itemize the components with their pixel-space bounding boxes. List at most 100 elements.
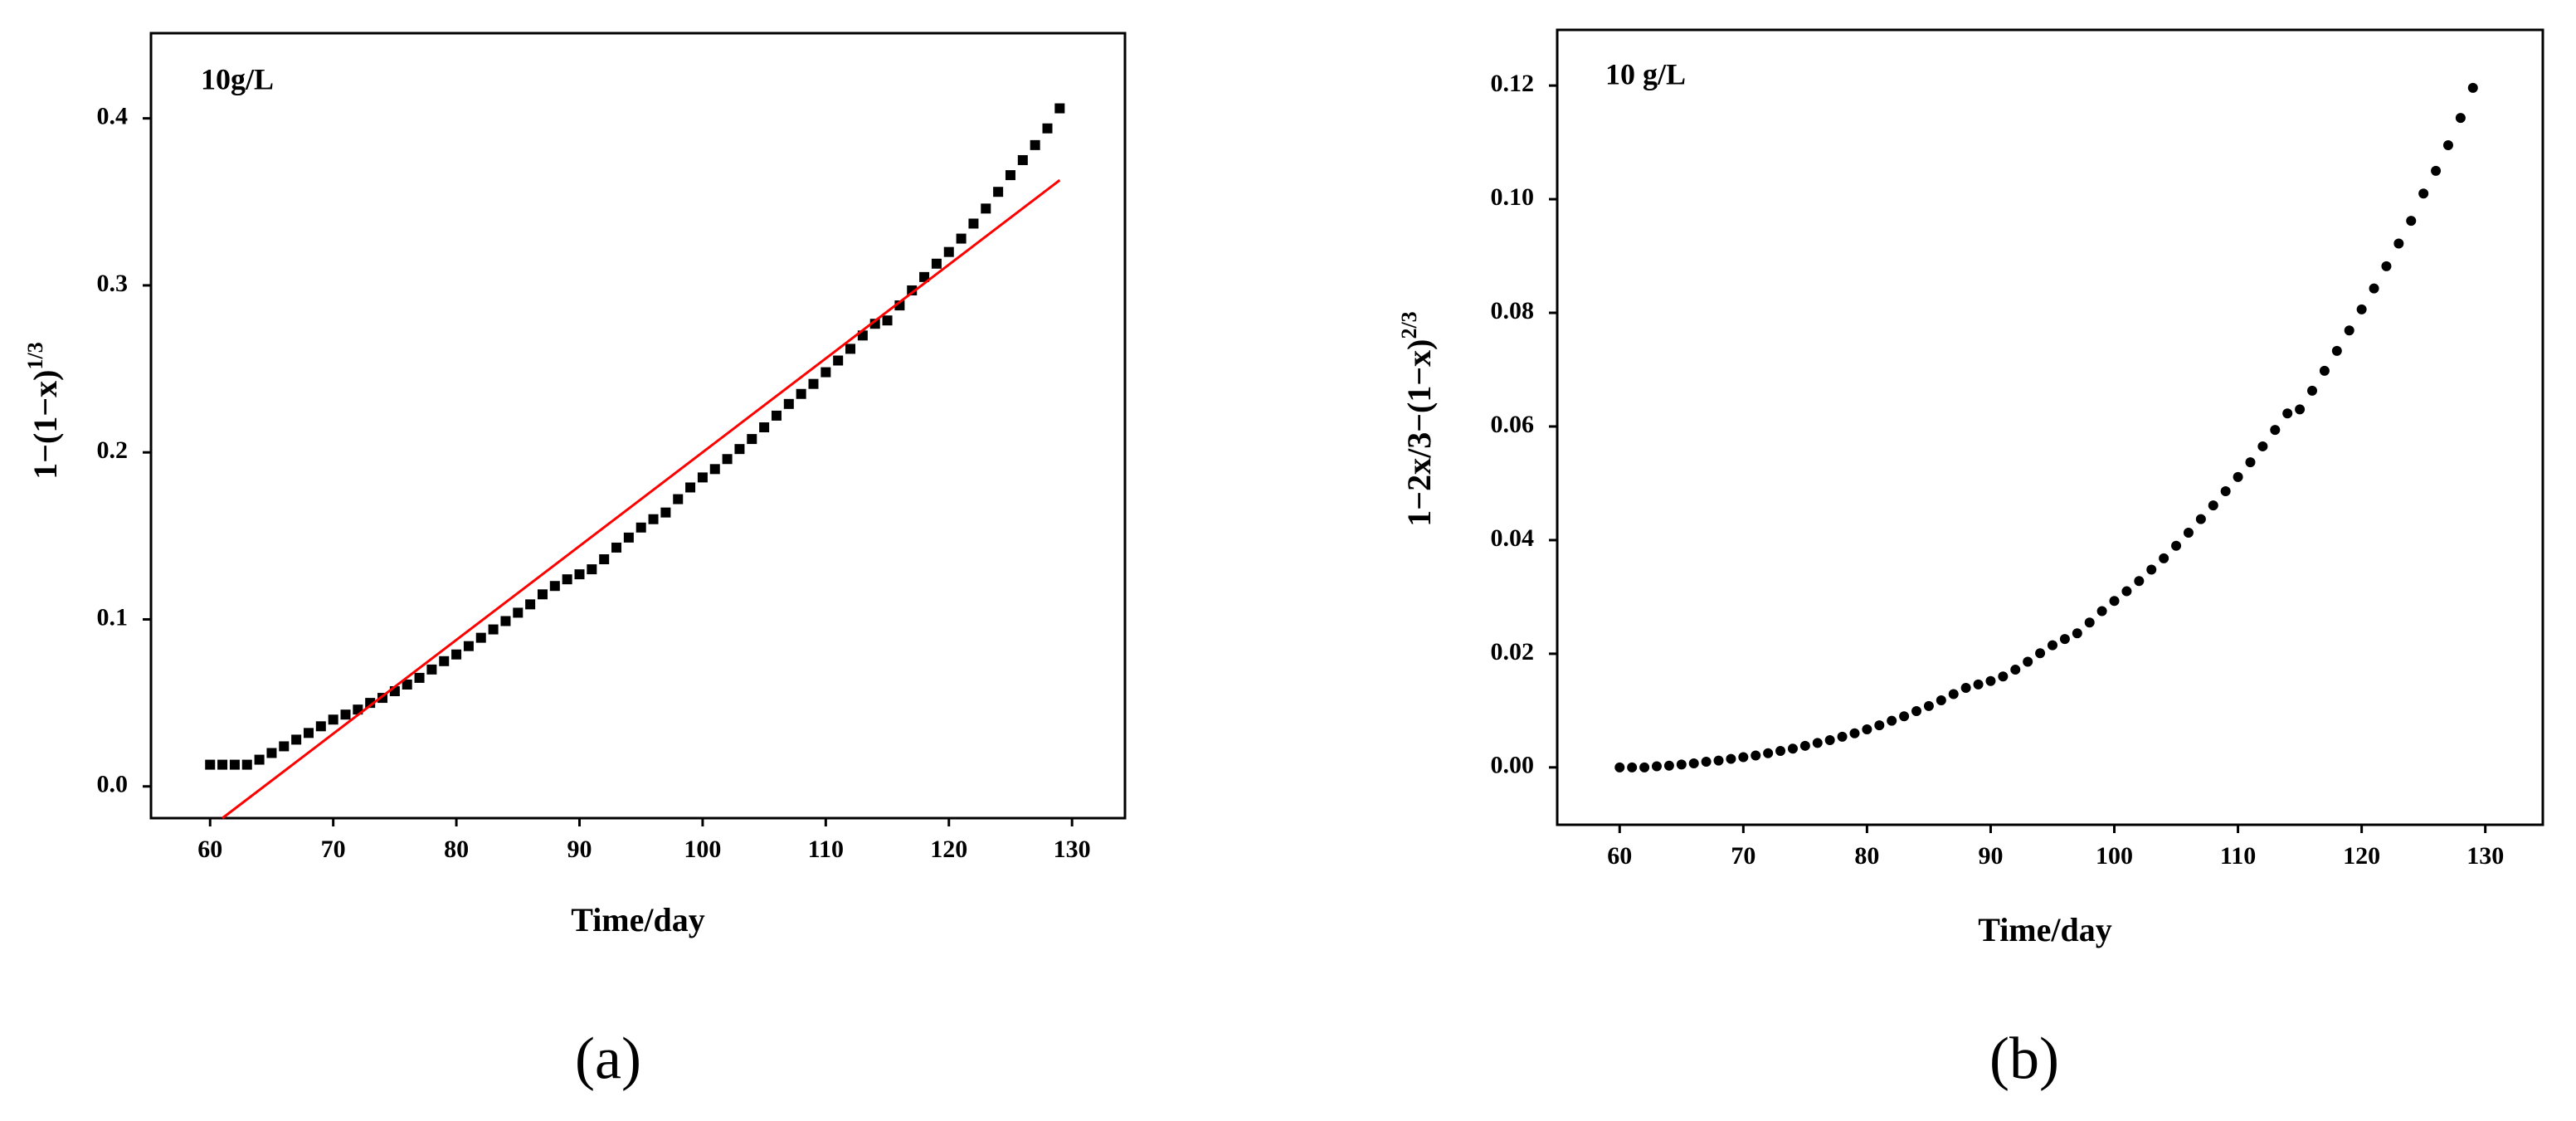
chart-panel: 60 70 80 90 100 110 120 130 0.0 0.1 0.2 0.3 0.4 Time/…	[23, 32, 1127, 1092]
point	[1775, 745, 1786, 756]
point	[475, 632, 486, 643]
y-axis-label: 1−(1−x)1/3	[23, 342, 64, 479]
point	[2257, 441, 2268, 451]
point	[525, 599, 536, 610]
y-tick-label: 0.12	[1491, 70, 1535, 97]
point	[931, 258, 942, 269]
point	[2344, 325, 2354, 336]
point	[328, 714, 338, 725]
point	[1663, 760, 1674, 771]
y-tick-label: 0.3	[97, 270, 129, 297]
x-tick-label: 120	[2343, 842, 2380, 870]
y-tick-label: 0.2	[97, 436, 129, 464]
annotation: 10 g/L	[1605, 57, 1686, 90]
point	[1799, 740, 1810, 751]
y-tick-label: 0.4	[97, 103, 129, 130]
point	[1998, 671, 2009, 682]
point	[574, 569, 585, 580]
point	[1923, 700, 1934, 711]
point	[2295, 404, 2306, 415]
point	[2183, 528, 2194, 539]
point	[266, 748, 277, 758]
point	[611, 542, 622, 553]
point	[1627, 762, 1638, 773]
point	[2134, 576, 2145, 587]
point	[1054, 103, 1065, 114]
point	[747, 434, 757, 445]
point	[722, 454, 733, 465]
y-axis-label-sup: 2/3	[1397, 311, 1421, 339]
x-tick-label: 90	[567, 836, 592, 863]
point	[1676, 759, 1687, 770]
point	[2109, 596, 2120, 607]
x-tick-label: 110	[808, 836, 844, 863]
y-axis-label-text: 1−2x/3−(1−x)	[1400, 339, 1438, 527]
point	[2406, 216, 2417, 227]
point	[796, 388, 806, 399]
point	[2319, 365, 2330, 376]
point	[2356, 304, 2367, 314]
point	[1936, 695, 1946, 706]
point	[1651, 761, 1662, 772]
point	[2233, 471, 2243, 482]
point	[993, 187, 1004, 197]
chart-panel: 60 70 80 90 100 110 120 130 0.00 0.02 0.04 0.06 0.08…	[1397, 28, 2544, 1092]
x-tick-label: 100	[2096, 842, 2133, 870]
point	[2393, 238, 2404, 249]
point	[599, 554, 610, 565]
point	[1017, 154, 1028, 165]
x-tick-label: 80	[444, 836, 469, 863]
point	[500, 616, 511, 626]
panel-label: (b)	[1989, 1026, 2059, 1092]
point	[968, 218, 979, 229]
point	[2431, 165, 2442, 176]
x-tick-label: 90	[1978, 842, 2003, 870]
point	[1973, 679, 1984, 690]
point	[685, 482, 696, 493]
point	[660, 507, 671, 518]
y-tick-label: 0.04	[1491, 524, 1535, 552]
point	[1751, 750, 1761, 761]
y-tick-label: 0.00	[1491, 752, 1535, 779]
point	[1862, 724, 1872, 734]
point	[1042, 123, 1053, 134]
point	[587, 564, 597, 575]
point	[734, 444, 745, 455]
point	[2455, 113, 2466, 124]
point	[2220, 486, 2231, 497]
point	[709, 464, 720, 475]
point	[648, 514, 659, 524]
point	[1849, 728, 1860, 738]
x-tick-label: 70	[321, 836, 346, 863]
point	[1985, 675, 1996, 686]
y-tick-label: 0.06	[1491, 411, 1535, 438]
point	[2010, 665, 2021, 675]
point	[1639, 762, 1650, 773]
point	[1688, 758, 1699, 769]
point	[229, 759, 240, 770]
x-tick-label: 130	[1054, 836, 1091, 863]
point	[402, 679, 412, 690]
point	[241, 759, 252, 770]
point	[956, 233, 967, 244]
point	[623, 532, 634, 543]
point	[303, 728, 314, 738]
point	[315, 721, 326, 732]
point	[2096, 606, 2107, 617]
x-tick-label: 80	[1854, 842, 1879, 870]
point	[1948, 689, 1959, 699]
x-tick-label: 130	[2466, 842, 2504, 870]
y-tick-label: 0.10	[1491, 183, 1535, 211]
point	[2023, 656, 2033, 667]
point	[808, 378, 819, 389]
point	[759, 422, 770, 433]
point	[2282, 408, 2293, 419]
point	[1030, 139, 1040, 150]
point	[919, 271, 930, 282]
y-tick-label: 0.02	[1491, 638, 1535, 665]
point	[2442, 140, 2453, 151]
point	[821, 367, 831, 378]
point	[1887, 715, 1897, 726]
point	[943, 246, 954, 257]
point	[2381, 261, 2392, 271]
